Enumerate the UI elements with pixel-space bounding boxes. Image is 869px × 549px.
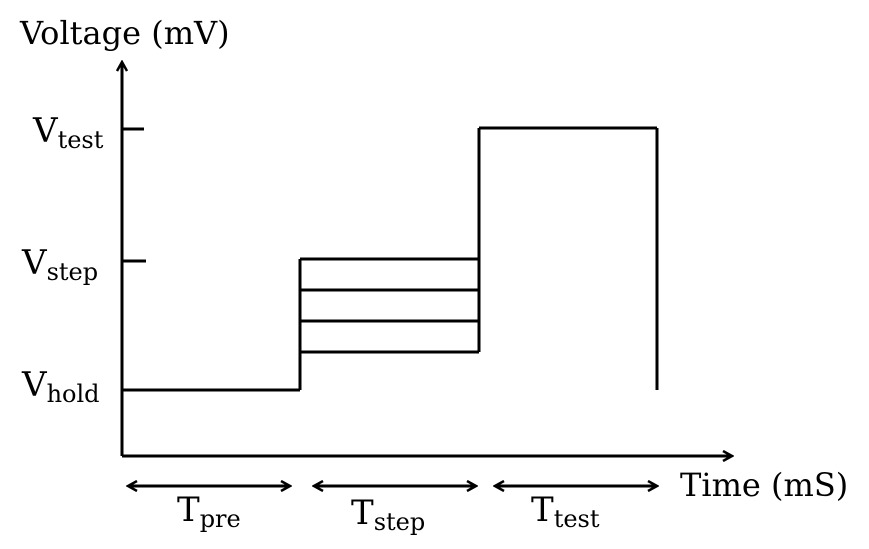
label-t-test: Ttest [531,490,600,533]
y-axis-title: Voltage (mV) [19,14,230,52]
label-t-pre: Tpre [177,490,241,533]
x-axis-title: Time (mS) [680,466,848,504]
step-family [300,257,479,354]
label-t-step: Tstep [351,493,425,536]
label-v-hold: Vhold [21,365,100,408]
label-v-test: Vtest [32,111,104,154]
label-v-step: Vstep [21,243,98,286]
